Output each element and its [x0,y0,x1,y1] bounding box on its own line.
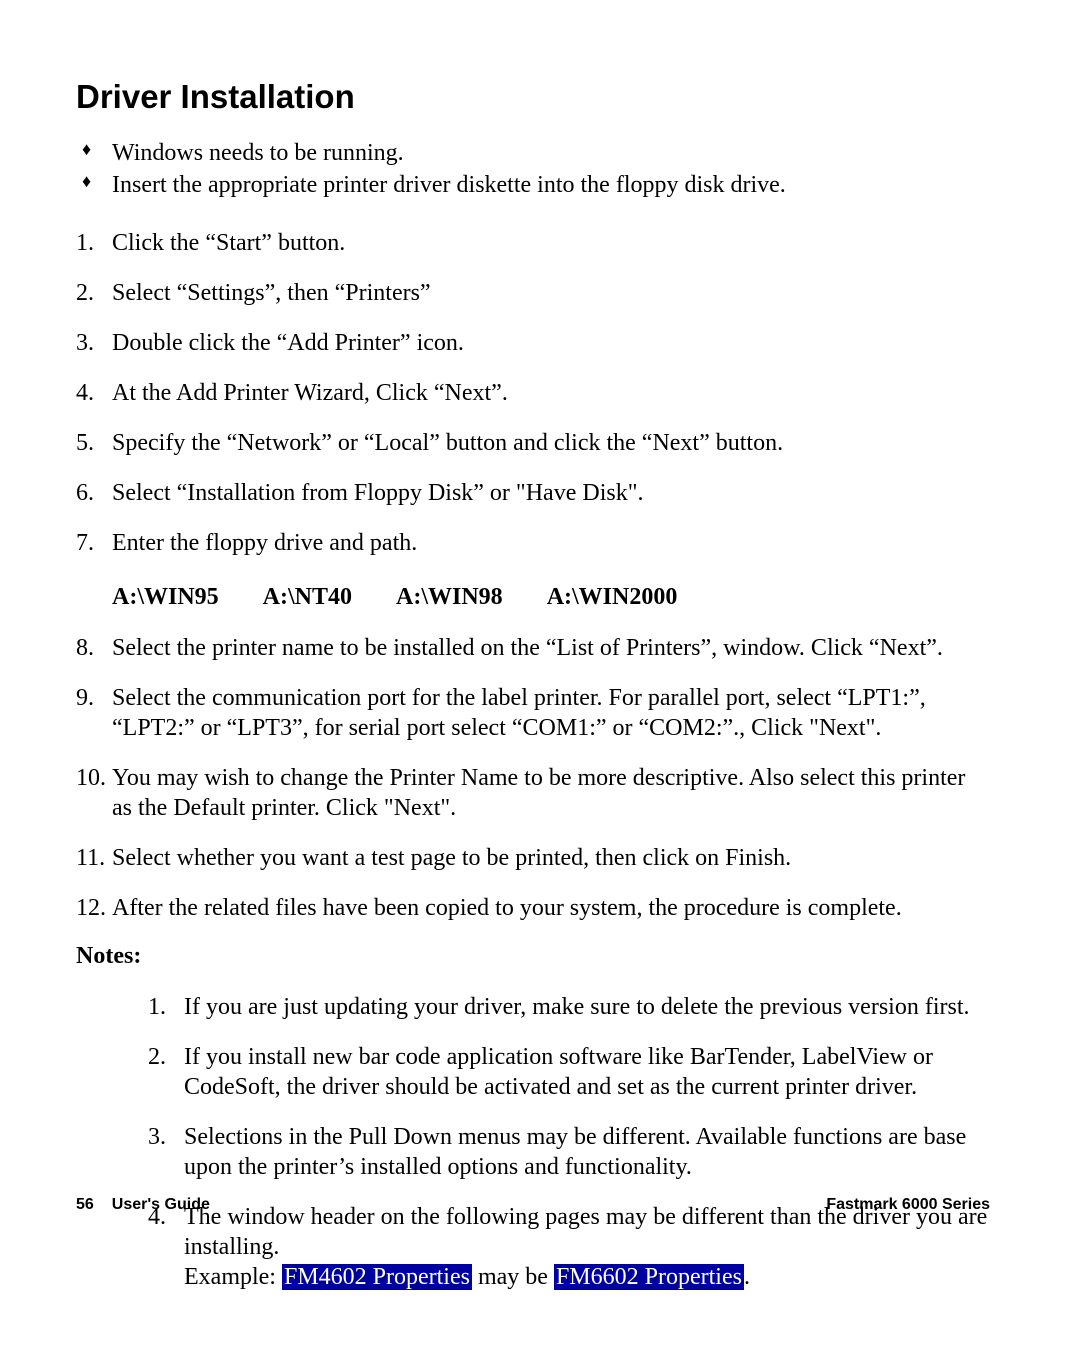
step-item: 5.Specify the “Network” or “Local” butto… [76,428,990,458]
step-item: 9.Select the communication port for the … [76,683,990,743]
step-text: Select the communication port for the la… [112,685,926,741]
step-text: Select “Settings”, then “Printers” [112,280,431,306]
step-text: After the related files have been copied… [112,895,902,921]
note4-mid: may be [472,1264,554,1290]
step-item: 10.You may wish to change the Printer Na… [76,763,990,823]
path-item: A:\NT40 [263,584,352,611]
install-steps: 1.Click the “Start” button. 2.Select “Se… [76,228,990,558]
step-text: Specify the “Network” or “Local” button … [112,430,783,456]
note-text: The window header on the following pages… [184,1204,987,1290]
path-item: A:\WIN95 [112,584,219,611]
note4-suffix: . [744,1264,750,1290]
document-page: Driver Installation Windows needs to be … [0,0,1080,1372]
step-item: 12.After the related files have been cop… [76,893,990,923]
step-text: Double click the “Add Printer” icon. [112,330,464,356]
note-item: 4. The window header on the following pa… [148,1202,990,1292]
step-item: 4.At the Add Printer Wizard, Click “Next… [76,378,990,408]
step-text: Select whether you want a test page to b… [112,845,791,871]
note-text: Selections in the Pull Down menus may be… [184,1124,966,1180]
step-text: At the Add Printer Wizard, Click “Next”. [112,380,508,406]
prereq-bullets: Windows needs to be running. Insert the … [76,138,990,200]
step-item: 8.Select the printer name to be installe… [76,633,990,663]
bullet-item: Windows needs to be running. [76,138,990,168]
footer-left-label: User's Guide [112,1196,210,1213]
path-item: A:\WIN2000 [547,584,678,611]
step-item: 3.Double click the “Add Printer” icon. [76,328,990,358]
footer-left: 56 User's Guide [76,1196,210,1214]
footer-right: Fastmark 6000 Series [826,1196,990,1214]
highlight-text: FM4602 Properties [282,1264,472,1290]
bullet-item: Insert the appropriate printer driver di… [76,170,990,200]
note-text: If you install new bar code application … [184,1044,933,1100]
page-title: Driver Installation [76,78,990,116]
step-item: 7.Enter the floppy drive and path. [76,528,990,558]
step-text: Select “Installation from Floppy Disk” o… [112,480,644,506]
notes-list: 1.If you are just updating your driver, … [76,992,990,1292]
step-text: Click the “Start” button. [112,230,345,256]
page-number: 56 [76,1196,94,1213]
install-steps-continued: 8.Select the printer name to be installe… [76,633,990,923]
step-item: 11.Select whether you want a test page t… [76,843,990,873]
path-item: A:\WIN98 [396,584,503,611]
drive-paths: A:\WIN95 A:\NT40 A:\WIN98 A:\WIN2000 [112,578,990,611]
notes-heading: Notes: [76,943,990,970]
note-item: 3.Selections in the Pull Down menus may … [148,1122,990,1182]
page-footer: 56 User's Guide Fastmark 6000 Series [76,1196,990,1214]
note4-example-prefix: Example: [184,1264,282,1290]
highlight-text: FM6602 Properties [554,1264,744,1290]
step-text: You may wish to change the Printer Name … [112,765,965,821]
step-text: Select the printer name to be installed … [112,635,943,661]
step-item: 1.Click the “Start” button. [76,228,990,258]
step-item: 6.Select “Installation from Floppy Disk”… [76,478,990,508]
note-text: If you are just updating your driver, ma… [184,994,969,1020]
note-item: 1.If you are just updating your driver, … [148,992,990,1022]
step-item: 2.Select “Settings”, then “Printers” [76,278,990,308]
step-text: Enter the floppy drive and path. [112,530,417,556]
note-item: 2.If you install new bar code applicatio… [148,1042,990,1102]
